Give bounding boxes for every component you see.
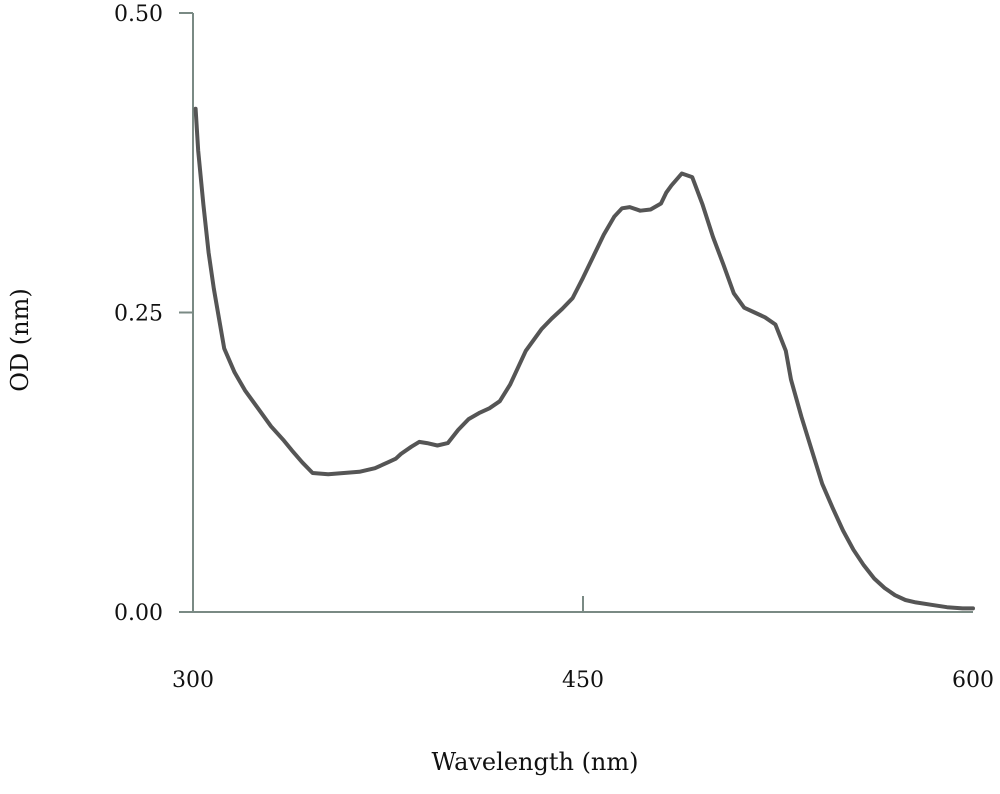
y-tick-label: 0.50: [114, 2, 163, 27]
x-axis-label: Wavelength (nm): [431, 748, 638, 776]
x-tick-label: 450: [562, 668, 604, 693]
labels: Wavelength (nm) OD (nm): [6, 288, 639, 776]
axes: 0.00 0.25 0.50 300 450 600: [114, 2, 994, 693]
y-axis-label: OD (nm): [6, 288, 34, 392]
x-tick-label: 300: [172, 668, 214, 693]
y-tick-label: 0.00: [114, 601, 163, 626]
y-tick-label: 0.25: [114, 302, 163, 327]
series-line-0: [193, 106, 975, 611]
x-tick-label: 600: [952, 668, 994, 693]
plot-area: [193, 106, 975, 611]
